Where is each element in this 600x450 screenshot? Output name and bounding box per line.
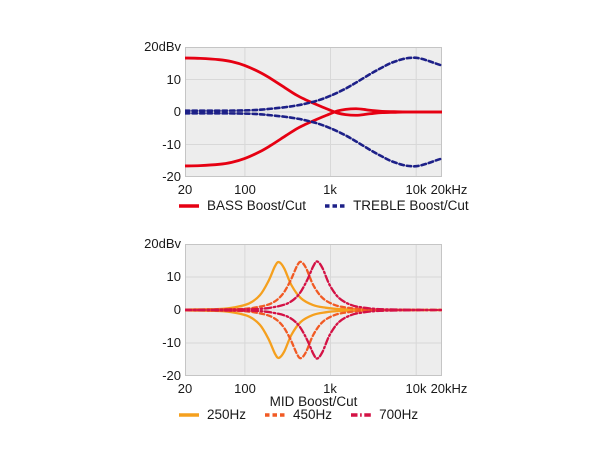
y-tick-label: -20 <box>162 368 181 383</box>
bass-line-swatch-icon <box>179 204 199 208</box>
legend-item-bass: BASS Boost/Cut <box>178 198 306 214</box>
y-tick-label: 0 <box>173 104 181 119</box>
legend-item-700hz: 700Hz <box>350 407 418 423</box>
y-tick-label: -10 <box>162 335 181 350</box>
x-tick-label: 20kHz <box>430 182 468 197</box>
y-tick-label: 20dBv <box>144 236 181 251</box>
y-tick-label: 20dBv <box>144 39 181 54</box>
legend-item-450hz: 450Hz <box>264 407 332 423</box>
y-tick-label: 0 <box>173 302 181 317</box>
legend-item-treble: TREBLE Boost/Cut <box>324 198 469 214</box>
legend-label-bass: BASS Boost/Cut <box>207 198 307 213</box>
x-tick-label: 10k <box>405 381 427 396</box>
legend-label-700hz: 700Hz <box>379 407 419 422</box>
y-tick-label: -20 <box>162 169 181 184</box>
legend-label-250hz: 250Hz <box>207 407 247 422</box>
legend-label-treble: TREBLE Boost/Cut <box>353 198 469 213</box>
x-tick-label: 1k <box>323 381 337 396</box>
x-tick-label: 1k <box>323 182 337 197</box>
x-tick-label: 100 <box>234 381 256 396</box>
x-tick-label: 20 <box>177 381 193 396</box>
legend-mid: 250Hz 450Hz 700Hz <box>178 407 418 423</box>
mid-450hz-line-swatch-icon <box>265 413 286 417</box>
x-tick-label: 10k <box>405 182 427 197</box>
mid-plot-area <box>185 244 442 376</box>
legend-item-250hz: 250Hz <box>178 407 246 423</box>
mid-axis-title: MID Boost/Cut <box>269 394 358 409</box>
x-tick-label: 100 <box>234 182 256 197</box>
legend-label-450hz: 450Hz <box>293 407 333 422</box>
mid-250hz-line-swatch-icon <box>179 413 199 417</box>
legend-bass-treble: BASS Boost/Cut TREBLE Boost/Cut <box>178 198 469 214</box>
mid-700hz-line-swatch-icon <box>351 413 372 417</box>
y-tick-label: 10 <box>166 72 181 87</box>
x-tick-label: 20 <box>177 182 193 197</box>
treble-line-swatch-icon <box>325 204 346 208</box>
y-tick-label: -10 <box>162 137 181 152</box>
bass-treble-plot-area <box>185 47 442 177</box>
y-tick-label: 10 <box>166 269 181 284</box>
x-tick-label: 20kHz <box>430 381 468 396</box>
